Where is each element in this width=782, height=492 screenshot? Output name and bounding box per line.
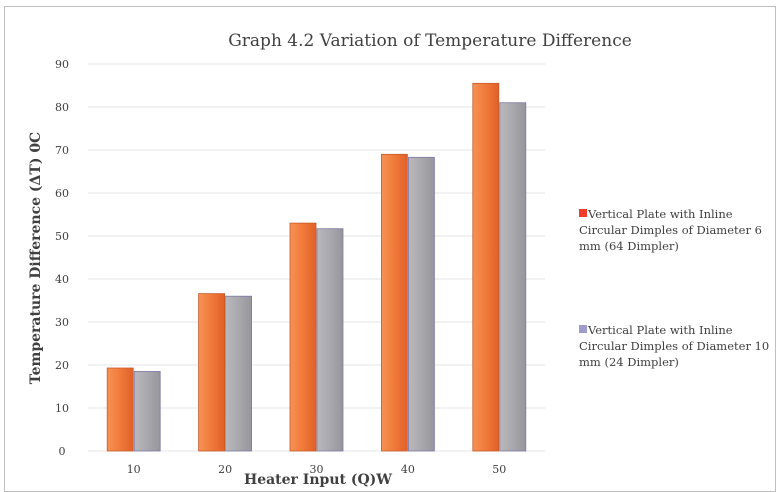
y-tick-label: 0 (59, 445, 66, 458)
bar-series-2-40 (407, 156, 435, 452)
bar-series-2-50 (499, 102, 527, 452)
bar-series-2-20 (225, 295, 253, 452)
legend-swatch-series-2 (579, 325, 587, 333)
bar-series-1-40 (380, 153, 408, 452)
legend-item-series-1: Vertical Plate with Inline Circular Dimp… (579, 206, 779, 254)
bar-series-1-30 (289, 222, 317, 452)
y-tick-label: 40 (55, 273, 69, 286)
x-tick-label: 30 (310, 463, 324, 476)
chart-title: Graph 4.2 Variation of Temperature Diffe… (228, 31, 632, 51)
y-tick-label: 60 (55, 187, 69, 200)
legend-label-series-1: Vertical Plate with Inline Circular Dimp… (579, 207, 762, 253)
x-axis-label: Heater Input (Q)W (244, 472, 392, 488)
bar-series-1-50 (472, 82, 500, 452)
y-axis-ticks: 0 10 20 30 40 50 60 70 80 90 (55, 58, 69, 458)
gridlines (88, 63, 545, 452)
x-tick-label: 10 (127, 463, 141, 476)
y-tick-label: 20 (55, 359, 69, 372)
y-tick-label: 30 (55, 316, 69, 329)
y-tick-label: 90 (55, 58, 69, 71)
bars (106, 82, 527, 452)
x-tick-label: 50 (492, 463, 506, 476)
x-tick-label: 40 (401, 463, 415, 476)
y-tick-label: 80 (55, 101, 69, 114)
x-tick-label: 20 (218, 463, 232, 476)
legend-label-series-2: Vertical Plate with Inline Circular Dimp… (579, 323, 770, 369)
y-tick-label: 50 (55, 230, 69, 243)
bar-series-2-30 (316, 228, 344, 452)
legend-item-series-2: Vertical Plate with Inline Circular Dimp… (579, 322, 779, 370)
bar-series-1-20 (198, 293, 226, 452)
legend-swatch-series-1 (579, 209, 587, 217)
y-axis-label: Temperature Difference (ΔT) 0C (28, 132, 44, 384)
y-tick-label: 70 (55, 144, 69, 157)
x-axis-ticks: 10 20 30 40 50 (127, 463, 507, 476)
y-tick-label: 10 (55, 402, 69, 415)
bar-series-2-10 (133, 371, 161, 452)
bar-series-1-10 (106, 367, 134, 452)
